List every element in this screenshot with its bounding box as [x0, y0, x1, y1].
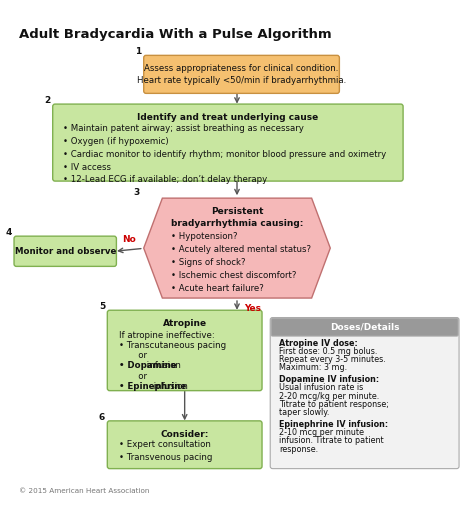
Text: Repeat every 3-5 minutes.: Repeat every 3-5 minutes. — [279, 355, 386, 364]
Text: Titrate to patient response;: Titrate to patient response; — [279, 400, 389, 409]
Text: • Dopamine: • Dopamine — [118, 361, 176, 370]
Text: • Expert consultation
• Transvenous pacing: • Expert consultation • Transvenous paci… — [118, 440, 212, 462]
Text: Doses/Details: Doses/Details — [330, 323, 400, 332]
FancyBboxPatch shape — [271, 319, 458, 336]
Text: 5: 5 — [99, 302, 105, 311]
Text: response.: response. — [279, 445, 319, 453]
Text: 2: 2 — [44, 96, 50, 105]
Text: 1: 1 — [135, 47, 141, 56]
Text: Epinephrine IV infusion:: Epinephrine IV infusion: — [279, 420, 389, 429]
Text: Adult Bradycardia With a Pulse Algorithm: Adult Bradycardia With a Pulse Algorithm — [18, 28, 331, 41]
Text: or: or — [118, 371, 146, 381]
Text: Persistent
bradyarrhythmia causing:: Persistent bradyarrhythmia causing: — [171, 207, 303, 228]
Text: Dopamine IV infusion:: Dopamine IV infusion: — [279, 375, 380, 384]
FancyBboxPatch shape — [53, 104, 403, 181]
Text: or: or — [118, 351, 146, 360]
Text: First dose: 0.5 mg bolus.: First dose: 0.5 mg bolus. — [279, 347, 378, 356]
Text: Usual infusion rate is: Usual infusion rate is — [279, 383, 364, 392]
Text: infusion. Titrate to patient: infusion. Titrate to patient — [279, 437, 384, 445]
Text: No: No — [122, 235, 136, 245]
Text: Maximum: 3 mg.: Maximum: 3 mg. — [279, 363, 347, 372]
Text: 6: 6 — [99, 413, 105, 422]
Text: Consider:: Consider: — [161, 430, 209, 439]
Text: infusion: infusion — [144, 361, 181, 370]
Text: • Hypotension?
• Acutely altered mental status?
• Signs of shock?
• Ischemic che: • Hypotension? • Acutely altered mental … — [171, 232, 311, 292]
Text: Atropine: Atropine — [163, 319, 207, 328]
Text: 2-10 mcg per minute: 2-10 mcg per minute — [279, 428, 365, 437]
Text: If atropine ineffective:: If atropine ineffective: — [118, 331, 214, 340]
Text: 2-20 mcg/kg per minute.: 2-20 mcg/kg per minute. — [279, 391, 380, 401]
Text: Identify and treat underlying cause: Identify and treat underlying cause — [137, 113, 319, 122]
Text: infusion: infusion — [151, 382, 188, 391]
Text: 4: 4 — [5, 228, 12, 237]
FancyBboxPatch shape — [144, 55, 339, 93]
Text: Yes: Yes — [244, 304, 261, 313]
Text: © 2015 American Heart Association: © 2015 American Heart Association — [18, 488, 149, 494]
FancyBboxPatch shape — [107, 421, 262, 469]
Text: 3: 3 — [133, 188, 139, 196]
Text: • Transcutaneous pacing: • Transcutaneous pacing — [118, 341, 226, 350]
Text: Assess appropriateness for clinical condition.
Heart rate typically <50/min if b: Assess appropriateness for clinical cond… — [137, 64, 346, 85]
FancyBboxPatch shape — [270, 318, 459, 469]
Text: Monitor and observe: Monitor and observe — [15, 247, 116, 256]
Text: taper slowly.: taper slowly. — [279, 408, 330, 417]
Text: Atropine IV dose:: Atropine IV dose: — [279, 339, 358, 347]
FancyBboxPatch shape — [107, 310, 262, 391]
FancyBboxPatch shape — [14, 236, 117, 266]
Polygon shape — [144, 198, 330, 298]
Text: • Maintain patent airway; assist breathing as necessary
• Oxygen (if hypoxemic)
: • Maintain patent airway; assist breathi… — [63, 124, 386, 185]
Text: • Epinephrine: • Epinephrine — [118, 382, 186, 391]
